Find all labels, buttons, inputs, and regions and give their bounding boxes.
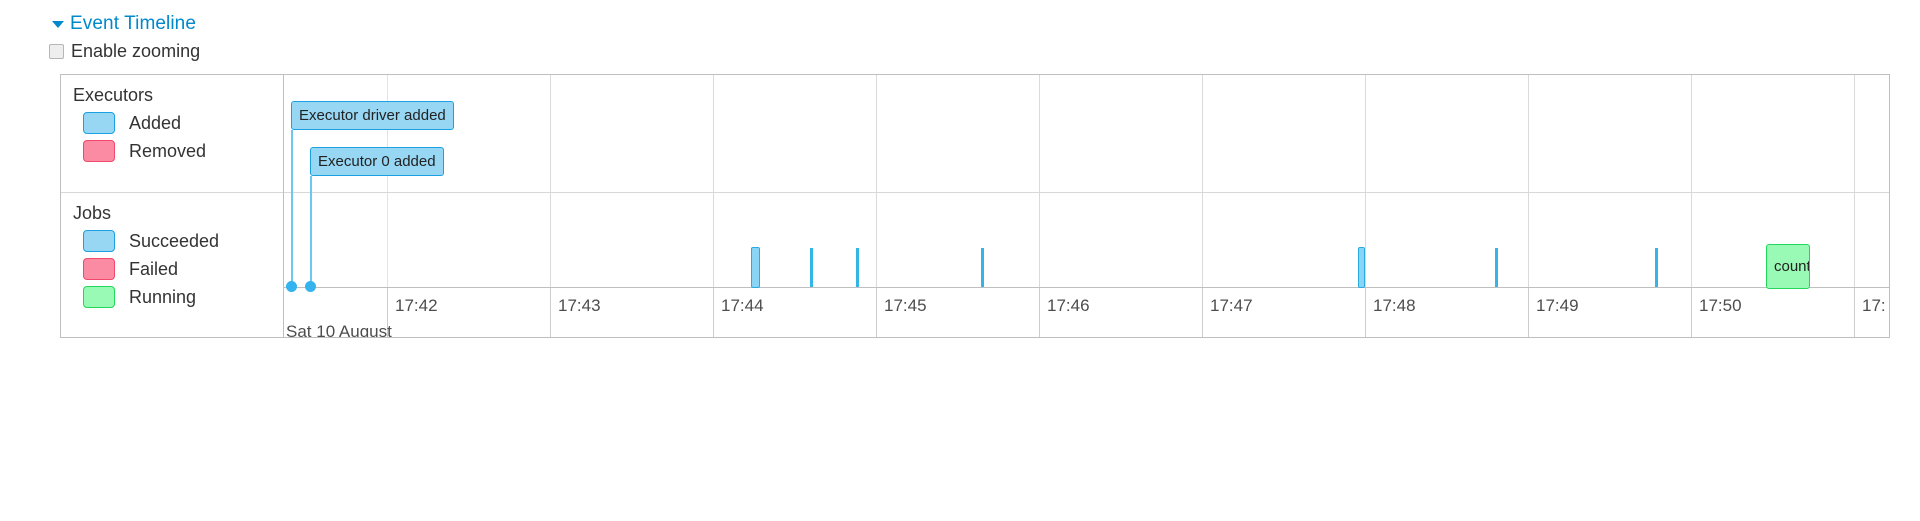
event-timeline-toggle[interactable]: Event Timeline	[52, 14, 196, 33]
timeline-job-marker[interactable]	[1495, 248, 1498, 287]
legend-panel-divider	[283, 75, 284, 337]
grid-line	[1691, 75, 1692, 287]
axis-tick-label: 17:50	[1699, 296, 1742, 315]
timeline-job-marker[interactable]	[751, 247, 760, 288]
axis-tick-label: 17:48	[1373, 296, 1416, 315]
grid-line	[387, 75, 388, 287]
legend-group-jobs: Jobs Succeeded Failed Running	[61, 193, 283, 337]
timeline-job-marker[interactable]	[856, 248, 859, 287]
axis-tick	[1039, 288, 1040, 337]
legend-group-executors: Executors Added Removed	[61, 75, 283, 193]
enable-zooming-checkbox[interactable]	[49, 44, 64, 59]
legend-swatch-running	[83, 286, 115, 308]
axis-date-label: Sat 10 August	[286, 322, 392, 338]
axis-tick-label: 17:44	[721, 296, 764, 315]
axis-tick-label: 17:	[1862, 296, 1886, 315]
grid-line	[1202, 75, 1203, 287]
grid-line	[1365, 75, 1366, 287]
legend-label: Succeeded	[129, 230, 220, 251]
axis-tick	[1691, 288, 1692, 337]
grid-line	[550, 75, 551, 287]
axis-tick-label: 17:42	[395, 296, 438, 315]
legend-label: Added	[129, 112, 182, 133]
timeline-job-marker[interactable]	[981, 248, 984, 287]
event-stalk	[291, 130, 293, 285]
axis-tick	[876, 288, 877, 337]
timeline-content-area[interactable]: Executor driver added Executor 0 added c…	[283, 75, 1889, 337]
axis-tick-label: 17:49	[1536, 296, 1579, 315]
axis-tick	[550, 288, 551, 337]
page-title: Event Timeline	[70, 13, 197, 34]
axis-tick	[1528, 288, 1529, 337]
legend-group-title: Jobs	[73, 203, 112, 223]
grid-line	[1528, 75, 1529, 287]
grid-line	[713, 75, 714, 287]
axis-tick	[1365, 288, 1366, 337]
row-divider	[283, 192, 1889, 193]
legend-item-succeeded[interactable]: Succeeded	[61, 224, 283, 252]
axis-tick-label: 17:43	[558, 296, 601, 315]
legend-item-running[interactable]: Running	[61, 280, 283, 308]
event-timeline-header: Event Timeline	[0, 0, 1920, 33]
legend-label: Failed	[129, 258, 179, 279]
axis-tick	[1854, 288, 1855, 337]
timeline-axis: 17:42 17:43 17:44 17:45 17:46 17:47 17:4…	[283, 287, 1889, 338]
legend-swatch-failed	[83, 258, 115, 280]
event-stalk-dot[interactable]	[286, 281, 297, 292]
event-stalk	[310, 176, 312, 285]
axis-tick	[713, 288, 714, 337]
legend-item-removed[interactable]: Removed	[61, 134, 283, 162]
grid-line	[1039, 75, 1040, 287]
legend-item-added[interactable]: Added	[61, 106, 283, 134]
timeline-job-marker[interactable]	[810, 248, 813, 287]
legend-swatch-succeeded	[83, 230, 115, 252]
axis-tick	[1202, 288, 1203, 337]
legend-swatch-added	[83, 112, 115, 134]
enable-zooming-label[interactable]: Enable zooming	[71, 41, 201, 61]
timeline-legend-panel: Executors Added Removed Jobs Succeeded F…	[61, 75, 283, 337]
timeline-event-executor-0-added[interactable]: Executor 0 added	[310, 147, 444, 176]
legend-group-title: Executors	[73, 85, 154, 105]
legend-label: Running	[129, 286, 197, 307]
axis-tick	[387, 288, 388, 337]
caret-down-icon	[52, 21, 64, 28]
legend-item-failed[interactable]: Failed	[61, 252, 283, 280]
timeline-event-running-count[interactable]: count	[1766, 244, 1810, 289]
axis-tick-label: 17:45	[884, 296, 927, 315]
grid-line	[1854, 75, 1855, 287]
axis-tick-label: 17:47	[1210, 296, 1253, 315]
legend-swatch-removed	[83, 140, 115, 162]
timeline-job-marker[interactable]	[1358, 247, 1365, 288]
timeline-job-marker[interactable]	[1655, 248, 1658, 287]
axis-tick-label: 17:46	[1047, 296, 1090, 315]
grid-line	[876, 75, 877, 287]
enable-zooming-row[interactable]: Enable zooming	[0, 33, 1920, 62]
event-stalk-dot[interactable]	[305, 281, 316, 292]
timeline-event-executor-driver-added[interactable]: Executor driver added	[291, 101, 454, 130]
event-timeline-chart[interactable]: Executor driver added Executor 0 added c…	[60, 74, 1890, 338]
legend-label: Removed	[129, 140, 207, 161]
